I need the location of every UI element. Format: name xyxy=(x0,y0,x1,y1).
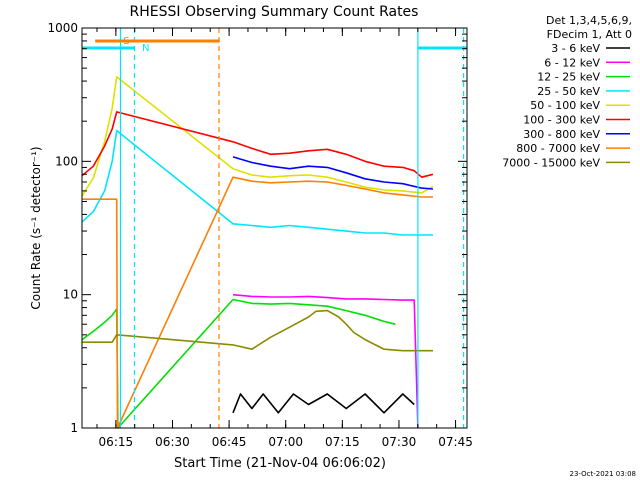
series-layer xyxy=(81,76,434,429)
legend-label-7000-15000-kev: 7000 - 15000 keV xyxy=(502,156,600,169)
y-tick-label-3: 100 xyxy=(55,154,78,168)
y-axis-label: Count Rate (s⁻¹ detector⁻¹) xyxy=(29,146,43,309)
x-tick-label-6: 07:30 xyxy=(382,435,417,449)
x-tick-label-1: 06:15 xyxy=(99,435,134,449)
legend-label-300-800-kev: 300 - 800 keV xyxy=(523,128,600,141)
plot-frame xyxy=(81,27,468,429)
chart-title: RHESSI Observing Summary Count Rates xyxy=(130,4,419,20)
x-tick-label-4: 07:00 xyxy=(268,435,303,449)
legend-label-800-7000-kev: 800 - 7000 keV xyxy=(516,142,600,155)
x-tick-label-2: 06:30 xyxy=(155,435,190,449)
y-tick-label-2: 10 xyxy=(63,288,78,302)
series-line-6-12-kev xyxy=(232,293,419,429)
y-tick-label-4: 1000 xyxy=(47,21,78,35)
x-axis-label: Start Time (21-Nov-04 06:06:02) xyxy=(174,456,386,471)
series-line-100-300-kev xyxy=(81,111,434,178)
x-tick-label-5: 07:15 xyxy=(325,435,360,449)
legend-header-line-1: Det 1,3,4,5,6,9, xyxy=(546,14,632,27)
legend-label-12-25-kev: 12 - 25 keV xyxy=(537,71,600,84)
legend-header-line-2: FDecim 1, Att 0 xyxy=(547,28,632,41)
state-label-s: S xyxy=(123,36,129,47)
legend-label-25-50-kev: 25 - 50 keV xyxy=(537,85,600,98)
y-tick-label-1: 1 xyxy=(70,421,78,435)
legend-label-6-12-kev: 6 - 12 keV xyxy=(544,56,600,69)
x-tick-label-3: 06:45 xyxy=(212,435,247,449)
series-line-50-100-kev xyxy=(81,76,434,197)
series-line-12-25-kev xyxy=(81,298,396,429)
x-tick-label-7: 07:45 xyxy=(438,435,473,449)
series-line-25-50-kev xyxy=(81,129,433,236)
series-line-300-800-kev xyxy=(232,156,434,190)
legend-label-100-300-kev: 100 - 300 keV xyxy=(523,114,600,127)
series-line-800-7000-kev xyxy=(82,176,433,429)
state-label-n: N xyxy=(142,43,149,54)
legend-label-50-100-kev: 50 - 100 keV xyxy=(530,99,600,112)
legend-label-3-6-kev: 3 - 6 keV xyxy=(551,42,600,55)
footer-date: 23-Oct-2021 03:08 xyxy=(570,470,636,478)
series-line-3-6-kev xyxy=(232,393,415,414)
axes-layer: 06:15 06:30 06:45 07:00 07:15 07:30 07:45 1 10 10… xyxy=(47,21,472,449)
series-line-7000-15000-kev xyxy=(82,309,433,352)
marker-layer: SN xyxy=(82,28,467,428)
